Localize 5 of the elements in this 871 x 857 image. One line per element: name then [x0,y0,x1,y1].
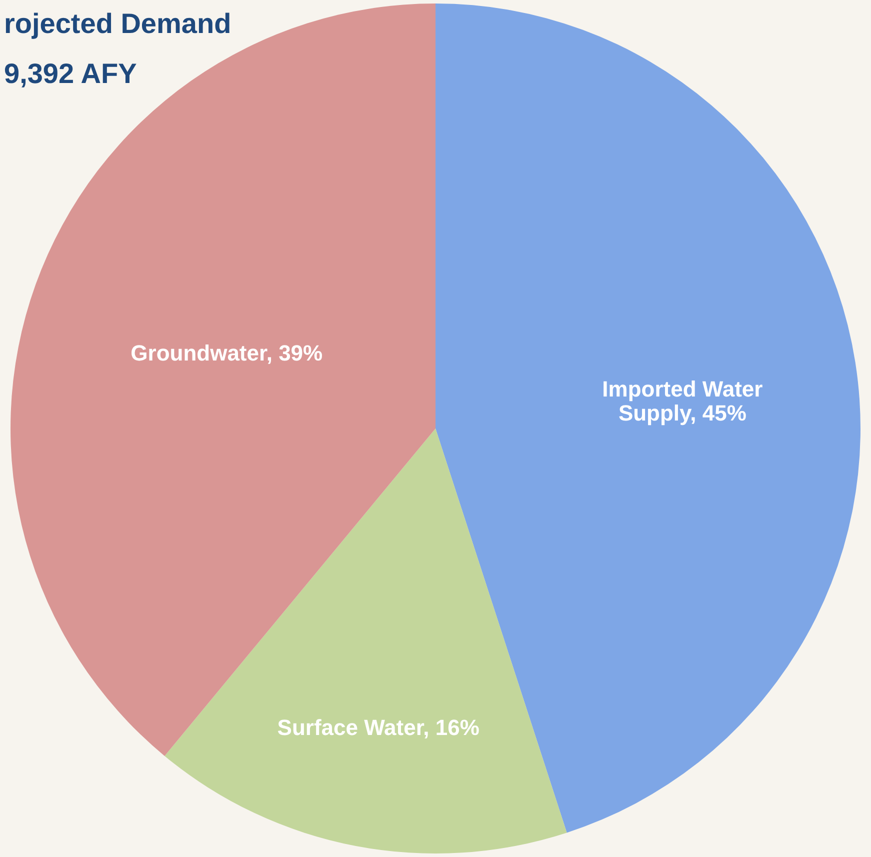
slice-label: Groundwater, 39% [130,340,323,366]
slice-label: Imported Water Supply, 45% [602,376,764,426]
text: rojected Demand [4,8,232,39]
text: 9,392 AFY [4,58,137,89]
slice-label: Surface Water, 16% [277,715,480,740]
